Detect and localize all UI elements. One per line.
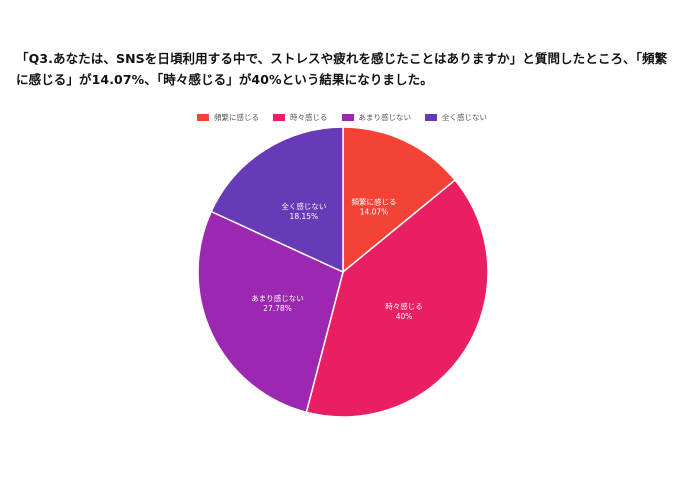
pie-slice — [197, 210, 344, 414]
chart-legend: 頻繁に感じる 時々感じる あまり感じない 全く感じない — [0, 112, 684, 123]
pie-slice — [305, 179, 489, 418]
legend-label: あまり感じない — [358, 113, 412, 122]
slice-value-label: 18.15% — [290, 212, 319, 221]
chart-headline: 「Q3.あなたは、SNSを日頃利用する中で、ストレスや疲れを感じたことはあります… — [16, 51, 668, 87]
slice-value-label: 27.78% — [263, 304, 292, 313]
legend-swatch — [197, 114, 209, 121]
slice-value-label: 14.07% — [360, 207, 389, 216]
legend-swatch — [273, 114, 285, 121]
slice-category-label: 時々感じる — [385, 301, 423, 311]
legend-label: 全く感じない — [442, 113, 487, 122]
slice-category-label: 頻繁に感じる — [352, 196, 397, 206]
pie-slice — [210, 126, 344, 274]
legend-label: 頻繁に感じる — [214, 113, 259, 122]
legend-item: 全く感じない — [425, 112, 487, 123]
legend-item: あまり感じない — [341, 112, 412, 123]
slice-value-label: 40% — [396, 312, 413, 321]
legend-item: 時々感じる — [273, 112, 328, 123]
legend-swatch — [425, 114, 437, 121]
pie-slice — [342, 126, 457, 274]
slice-category-label: 全く感じない — [281, 201, 326, 211]
slice-category-label: あまり感じない — [251, 293, 304, 303]
legend-item: 頻繁に感じる — [197, 112, 259, 123]
legend-swatch — [341, 114, 354, 121]
legend-label: 時々感じる — [290, 113, 328, 122]
